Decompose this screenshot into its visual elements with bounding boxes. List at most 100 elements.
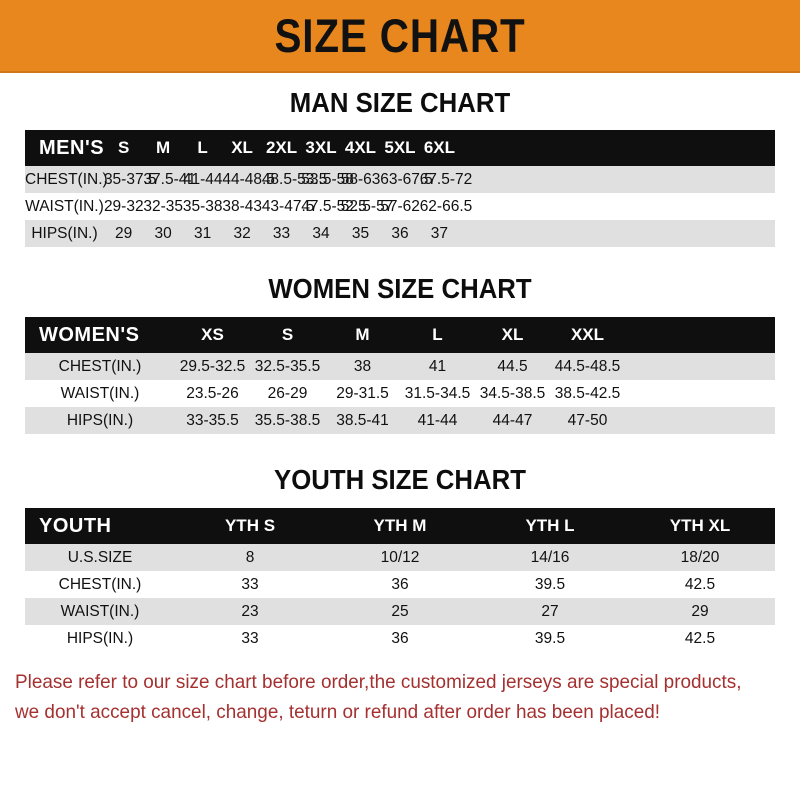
table-cell: 38.5-42.5 xyxy=(550,380,625,407)
table-cell: 34.5-38.5 xyxy=(475,380,550,407)
row-label: WAIST(IN.) xyxy=(25,380,175,407)
table-header-label: MEN'S xyxy=(25,130,104,166)
table-cell: 42.5 xyxy=(625,625,775,652)
table-header-label: YOUTH xyxy=(25,508,175,544)
table-cell: 32 xyxy=(222,220,262,247)
table-cell: 29.5-32.5 xyxy=(175,353,250,380)
column-header-xxl: XXL xyxy=(550,317,625,353)
row-label: WAIST(IN.) xyxy=(25,598,175,625)
table-cell: 30 xyxy=(143,220,183,247)
table-cell: 41 xyxy=(400,353,475,380)
table-cell: 39.5 xyxy=(475,625,625,652)
table-header-row: YOUTH YTH S YTH M YTH L YTH XL xyxy=(25,508,775,544)
row-label: HIPS(IN.) xyxy=(25,220,104,247)
table-cell: 44.5 xyxy=(475,353,550,380)
table-cell: 27 xyxy=(475,598,625,625)
table-cell: 31 xyxy=(182,220,223,247)
table-cell: 29 xyxy=(103,220,144,247)
row-label: HIPS(IN.) xyxy=(25,407,175,434)
table-row: U.S.SIZE 8 10/12 14/16 18/20 xyxy=(25,544,775,571)
column-header-s: S xyxy=(103,130,144,166)
table-row: WAIST(IN.) 23.5-26 26-29 29-31.5 31.5-34.5 34… xyxy=(25,380,775,407)
size-table-man: MEN'S S M L XL 2XL 3XL 4XL 5XL 6XL CHEST(IN.) 35-37… xyxy=(25,130,775,247)
table-row: HIPS(IN.) 33-35.5 35.5-38.5 38.5-41 41-44 44-… xyxy=(25,407,775,434)
column-header-3xl: 3XL xyxy=(301,130,341,166)
table-cell: 33-35.5 xyxy=(175,407,250,434)
table-cell: 52.5-57 xyxy=(340,193,393,220)
size-table-youth: YOUTH YTH S YTH M YTH L YTH XL U.S.SIZE 8 10/12… xyxy=(25,508,775,652)
table-cell-spacer xyxy=(459,193,775,220)
table-cell: 29-31.5 xyxy=(325,380,400,407)
column-header-yth-m: YTH M xyxy=(325,508,475,544)
column-header-2xl: 2XL xyxy=(261,130,302,166)
table-cell: 10/12 xyxy=(325,544,475,571)
column-header-spacer xyxy=(459,130,775,166)
row-label: WAIST(IN.) xyxy=(25,193,104,220)
table-header-row: MEN'S S M L XL 2XL 3XL 4XL 5XL 6XL xyxy=(25,130,775,166)
table-wrap-women: WOMEN'S XS S M L XL XXL CHEST(IN.) 29.5-32.5 32.5… xyxy=(25,317,775,434)
table-cell: 37 xyxy=(419,220,460,247)
table-cell-spacer xyxy=(625,353,775,380)
row-label: U.S.SIZE xyxy=(25,544,175,571)
table-cell: 62-66.5 xyxy=(419,193,472,220)
table-cell: 63-67.5 xyxy=(380,166,433,193)
table-cell-spacer xyxy=(459,220,775,247)
table-row: CHEST(IN.) 35-37.5 37.5-41 41-44 44-48.5 48.5… xyxy=(25,166,775,193)
table-cell: 44-47 xyxy=(475,407,550,434)
table-wrap-youth: YOUTH YTH S YTH M YTH L YTH XL U.S.SIZE 8 10/12… xyxy=(25,508,775,652)
table-cell: 35 xyxy=(340,220,381,247)
table-cell: 26-29 xyxy=(250,380,325,407)
table-row: HIPS(IN.) 33 36 39.5 42.5 xyxy=(25,625,775,652)
table-cell: 29 xyxy=(625,598,775,625)
table-cell: 43-47.5 xyxy=(261,193,314,220)
table-cell: 37.5-41 xyxy=(143,166,196,193)
table-cell: 8 xyxy=(175,544,325,571)
table-row: CHEST(IN.) 29.5-32.5 32.5-35.5 38 41 44.5 44.5… xyxy=(25,353,775,380)
column-header-xl: XL xyxy=(222,130,262,166)
size-table-body-women: WOMEN'S XS S M L XL XXL CHEST(IN.) 29.5-32.5 32.5… xyxy=(25,317,775,434)
table-cell: 38-43 xyxy=(222,193,262,220)
row-label: CHEST(IN.) xyxy=(25,571,175,598)
table-cell: 36 xyxy=(325,625,475,652)
table-cell: 42.5 xyxy=(625,571,775,598)
table-row: WAIST(IN.) 23 25 27 29 xyxy=(25,598,775,625)
table-cell: 67.5-72 xyxy=(419,166,472,193)
section-title-women: WOMEN SIZE CHART xyxy=(268,273,532,304)
table-cell: 58-63 xyxy=(340,166,380,193)
section-man: MAN SIZE CHART MEN'S S M L XL 2XL 3XL 4XL 5XL 6XL… xyxy=(0,73,800,251)
column-header-xs: XS xyxy=(175,317,250,353)
size-table-body-man: MEN'S S M L XL 2XL 3XL 4XL 5XL 6XL CHEST(IN.) 35-37… xyxy=(25,130,775,247)
table-cell: 33 xyxy=(175,571,325,598)
column-header-l: L xyxy=(182,130,223,166)
table-cell: 33 xyxy=(261,220,302,247)
column-header-m: M xyxy=(325,317,400,353)
table-cell: 44.5-48.5 xyxy=(550,353,625,380)
table-cell: 47.5-52.5 xyxy=(301,193,367,220)
column-header-yth-l: YTH L xyxy=(475,508,625,544)
table-cell: 41-44 xyxy=(182,166,223,193)
column-header-4xl: 4XL xyxy=(340,130,381,166)
table-cell: 36 xyxy=(325,571,475,598)
table-cell: 41-44 xyxy=(400,407,475,434)
table-cell: 47-50 xyxy=(550,407,625,434)
column-header-s: S xyxy=(250,317,325,353)
table-cell: 53.5-58 xyxy=(301,166,354,193)
table-cell: 32-35 xyxy=(143,193,183,220)
table-cell: 18/20 xyxy=(625,544,775,571)
table-cell: 32.5-35.5 xyxy=(250,353,325,380)
table-cell: 35-38 xyxy=(182,193,223,220)
table-cell: 14/16 xyxy=(475,544,625,571)
column-header-xl: XL xyxy=(475,317,550,353)
row-label: CHEST(IN.) xyxy=(25,353,175,380)
section-women: WOMEN SIZE CHART WOMEN'S XS S M L XL XXL CHEST(… xyxy=(0,251,800,438)
section-youth: YOUTH SIZE CHART YOUTH YTH S YTH M YTH L YTH… xyxy=(0,438,800,662)
disclaimer-line-1: Please refer to our size chart before or… xyxy=(15,671,742,693)
table-cell: 44-48.5 xyxy=(222,166,275,193)
column-header-5xl: 5XL xyxy=(380,130,420,166)
table-cell: 35.5-38.5 xyxy=(250,407,325,434)
table-row: WAIST(IN.) 29-32 32-35 35-38 38-43 43-47.5 47.… xyxy=(25,193,775,220)
table-cell: 33 xyxy=(175,625,325,652)
table-row: CHEST(IN.) 33 36 39.5 42.5 xyxy=(25,571,775,598)
column-header-6xl: 6XL xyxy=(419,130,460,166)
